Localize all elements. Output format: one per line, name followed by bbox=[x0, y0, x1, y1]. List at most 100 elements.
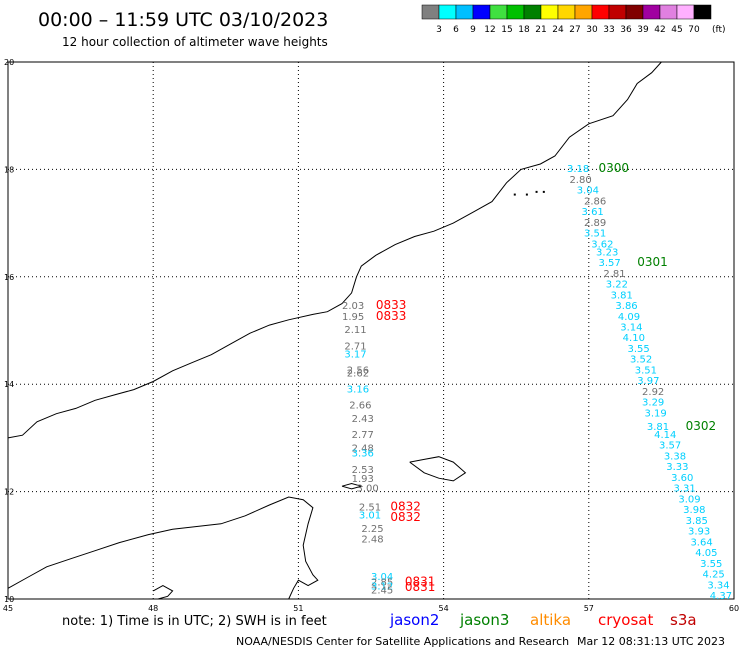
islet bbox=[542, 190, 545, 193]
wave-height-label: 3.29 bbox=[642, 398, 664, 409]
wave-height-label: 2.89 bbox=[584, 218, 606, 229]
colorbar-tick-label: 39 bbox=[637, 25, 649, 35]
wave-height-label: 3.31 bbox=[674, 484, 696, 495]
pass-time-label: 0301 bbox=[637, 255, 668, 269]
wave-height-label: 3.62 bbox=[591, 239, 613, 250]
wave-height-label: 3.97 bbox=[637, 376, 659, 387]
colorbar-swatch bbox=[421, 4, 440, 20]
colorbar-tick-label: 27 bbox=[569, 25, 580, 35]
wave-height-label: 3.12 bbox=[371, 581, 393, 592]
wave-height-label: 3.98 bbox=[683, 505, 705, 516]
colorbar-tick-label: 45 bbox=[671, 25, 682, 35]
colorbar-swatch bbox=[625, 4, 644, 20]
wave-height-label: 3.23 bbox=[596, 247, 618, 258]
coastline-path bbox=[7, 61, 662, 439]
coastline-path bbox=[341, 482, 364, 490]
pass-time-label: 0831 bbox=[405, 580, 436, 594]
coastline-path bbox=[152, 585, 174, 600]
wave-height-label: 4.10 bbox=[623, 333, 645, 344]
pass-time-label: 0833 bbox=[376, 309, 407, 323]
wave-height-label: 3.04 bbox=[577, 186, 599, 197]
colorbar-swatch bbox=[438, 4, 457, 20]
wave-height-label: 3.09 bbox=[678, 494, 700, 505]
wave-height-label: 2.71 bbox=[344, 341, 366, 352]
colorbar-tick-label: 42 bbox=[654, 25, 665, 35]
colorbar-tick-label: 9 bbox=[470, 25, 476, 35]
colorbar-swatch bbox=[472, 4, 491, 20]
coastline bbox=[7, 61, 662, 600]
x-tick-label: 48 bbox=[148, 604, 158, 613]
wave-height-label: 2.80 bbox=[569, 175, 591, 186]
colorbar-swatch bbox=[557, 4, 576, 20]
colorbar-swatch bbox=[676, 4, 695, 20]
colorbar-tick-label: 24 bbox=[552, 25, 564, 35]
wave-height-label: 3.64 bbox=[690, 537, 712, 548]
wave-height-label: 1.95 bbox=[342, 312, 364, 323]
wave-height-label: 3.61 bbox=[582, 207, 604, 218]
wave-height-label: 3.19 bbox=[644, 408, 666, 419]
wave-height-label: 2.03 bbox=[342, 301, 364, 312]
wave-height-label: 3.85 bbox=[686, 516, 708, 527]
coastline-path bbox=[409, 456, 467, 482]
wave-height-label: 3.81 bbox=[647, 422, 669, 433]
wave-height-label: 2.81 bbox=[603, 269, 625, 280]
wave-height-label: 2.48 bbox=[352, 443, 374, 454]
wave-height-label: 3.16 bbox=[347, 384, 369, 395]
wave-height-label: 3.33 bbox=[666, 462, 688, 473]
wave-height-label: 3.01 bbox=[359, 510, 381, 521]
wave-height-label: 4.37 bbox=[710, 591, 732, 602]
wave-height-label: 3.34 bbox=[707, 580, 729, 591]
wave-height-label: 2.51 bbox=[359, 502, 381, 513]
wave-height-label: 3.14 bbox=[620, 323, 642, 334]
colorbar-swatch bbox=[523, 4, 542, 20]
wave-height-label: 3.51 bbox=[584, 229, 606, 240]
wave-height-label: 3.36 bbox=[352, 449, 374, 460]
wave-height-label: 2.48 bbox=[361, 535, 383, 546]
gridlines bbox=[8, 62, 734, 599]
wave-height-label: 2.53 bbox=[352, 465, 374, 476]
colorbar-swatch bbox=[642, 4, 661, 20]
colorbar-swatch bbox=[540, 4, 559, 20]
islet bbox=[513, 193, 516, 196]
wave-height-values: 3.182.803.042.863.612.893.513.623.233.57… bbox=[342, 164, 732, 602]
colorbar-swatch bbox=[693, 4, 712, 20]
islet bbox=[525, 193, 528, 196]
colorbar-swatch bbox=[659, 4, 678, 20]
footer-timestamp: Mar 12 08:31:13 UTC 2023 bbox=[577, 635, 725, 648]
wave-height-label: 3.51 bbox=[635, 365, 657, 376]
colorbar-tick-label: 3 bbox=[436, 25, 442, 35]
colorbar-tick-label: 33 bbox=[603, 25, 614, 35]
pass-time-label: 0832 bbox=[390, 510, 421, 524]
wave-height-label: 3.60 bbox=[671, 473, 693, 484]
wave-height-label: 2.86 bbox=[584, 196, 606, 207]
colorbar-swatch bbox=[574, 4, 593, 20]
wave-height-label: 1.93 bbox=[352, 474, 374, 485]
wave-height-label: 3.86 bbox=[615, 301, 637, 312]
wave-height-label: 4.09 bbox=[618, 312, 640, 323]
wave-height-label: 3.57 bbox=[598, 258, 620, 269]
axis-ticks: 45 48 51 54 57 60 10 12 14 16 18 20 bbox=[3, 58, 739, 613]
x-tick-label: 54 bbox=[439, 604, 449, 613]
page-subtitle: 12 hour collection of altimeter wave hei… bbox=[62, 35, 328, 49]
satellite-legend-cryosat: cryosat bbox=[598, 611, 653, 629]
x-tick-label: 57 bbox=[584, 604, 594, 613]
islet bbox=[535, 190, 538, 193]
wave-height-label: 3.93 bbox=[688, 527, 710, 538]
wave-height-label: 2.43 bbox=[352, 414, 374, 425]
wave-height-label: 3.18 bbox=[567, 164, 589, 175]
colorbar-tick-label: 15 bbox=[501, 25, 512, 35]
x-tick-label: 45 bbox=[3, 604, 13, 613]
colorbar-swatch bbox=[455, 4, 474, 20]
colorbar-tick-label: 36 bbox=[620, 25, 632, 35]
wave-height-label: 3.55 bbox=[700, 559, 722, 570]
colorbar-swatch bbox=[506, 4, 525, 20]
wave-height-label: 2.45 bbox=[371, 586, 393, 597]
wave-height-label: 2.25 bbox=[361, 524, 383, 535]
satellite-legend-jason2: jason2 bbox=[389, 611, 439, 629]
pass-time-label: 0833 bbox=[376, 298, 407, 312]
wave-height-label: 4.05 bbox=[695, 548, 717, 559]
map-frame bbox=[7, 61, 735, 600]
wave-height-label: 3.04 bbox=[371, 572, 393, 583]
